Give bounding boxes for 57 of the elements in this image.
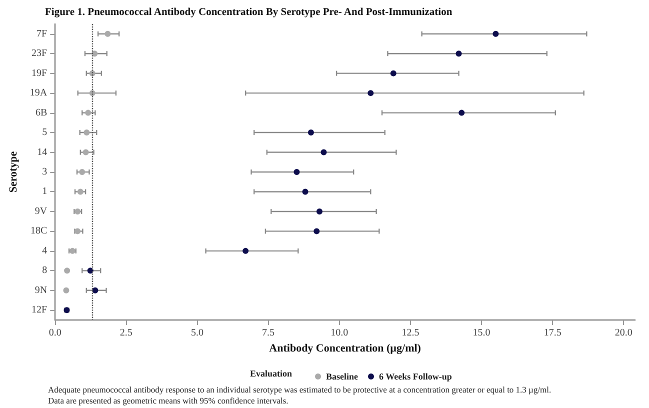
y-tick-label: 14 xyxy=(37,146,48,158)
y-tick-label: 18C xyxy=(30,226,48,237)
point xyxy=(302,188,308,195)
x-tick-label: 20.0 xyxy=(614,328,632,338)
y-tick-label: 23F xyxy=(32,48,48,60)
x-tick-label: 15.0 xyxy=(472,328,490,338)
y-tick-label: 1 xyxy=(42,186,48,198)
point xyxy=(92,50,98,57)
point xyxy=(458,110,465,116)
y-tick-label: 8 xyxy=(42,265,48,276)
point xyxy=(85,110,92,116)
x-tick-label: 5.0 xyxy=(191,328,204,338)
point xyxy=(368,90,374,96)
point xyxy=(316,208,322,214)
y-tick-label: 4 xyxy=(42,245,48,256)
x-tick-label: 7.5 xyxy=(262,328,275,338)
text: Data are presented as geometric means with 95% confidence intervals. xyxy=(48,396,288,406)
point xyxy=(308,130,314,136)
point xyxy=(82,149,89,156)
y-tick-label: 9N xyxy=(34,284,48,296)
point xyxy=(104,30,111,37)
point xyxy=(492,30,499,37)
point xyxy=(87,268,94,274)
x-tick-label: 12.5 xyxy=(402,328,420,338)
point xyxy=(390,70,396,76)
point xyxy=(74,228,81,234)
point xyxy=(314,228,320,234)
y-tick-label: 5 xyxy=(42,127,48,138)
point xyxy=(242,248,249,254)
x-tick-label: 10.0 xyxy=(330,328,348,338)
legend-label: 6 Weeks Follow-up xyxy=(379,372,452,382)
point xyxy=(77,188,84,195)
point xyxy=(320,149,327,156)
y-axis-title: Serotype xyxy=(8,151,20,193)
y-tick-label: 3 xyxy=(42,166,48,178)
point xyxy=(64,268,70,274)
y-tick-label: 9V xyxy=(34,206,48,217)
point xyxy=(84,130,90,136)
text: Adequate pneumococcal antibody response to an individual serotype was estimated to be protective at a concentration greater or equal to 1.3 µg/ml. xyxy=(48,384,552,394)
x-tick-label: 2.5 xyxy=(120,328,132,338)
y-tick-label: 6B xyxy=(35,107,48,118)
point xyxy=(79,169,86,175)
legend-label: Baseline xyxy=(326,372,358,382)
x-tick-label: 0.0 xyxy=(48,328,62,338)
x-axis-title: Antibody Concentration (µg/ml) xyxy=(269,342,422,354)
point xyxy=(92,287,98,294)
y-tick-label: 19F xyxy=(32,68,48,79)
y-tick-label: 19A xyxy=(30,88,48,99)
y-tick-label: 7F xyxy=(36,28,48,40)
legend-title: Evaluation xyxy=(250,368,292,378)
chart-title: Figure 1. Pneumococcal Antibody Concentration By Serotype Pre- And Post-Immunization xyxy=(45,7,452,18)
point xyxy=(294,169,300,175)
point xyxy=(456,50,462,57)
y-tick-label: 12F xyxy=(32,304,48,316)
point xyxy=(89,70,96,76)
x-tick-label: 17.5 xyxy=(544,328,562,338)
point xyxy=(63,287,70,294)
